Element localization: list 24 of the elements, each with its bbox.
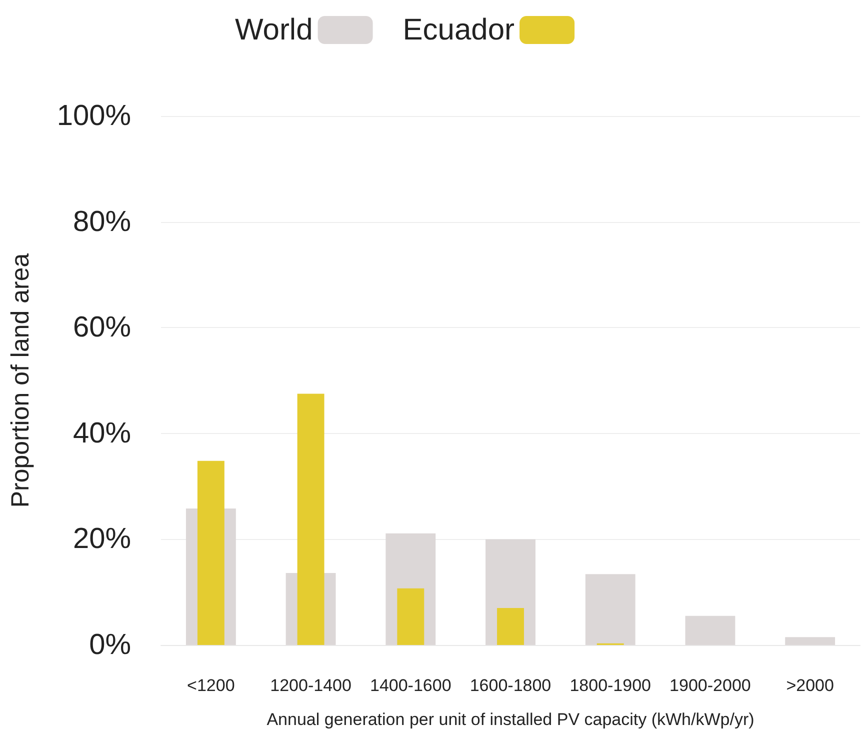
x-tick-label: 1200-1400 bbox=[270, 676, 352, 695]
legend-label: World bbox=[234, 14, 313, 46]
x-tick-label: 1400-1600 bbox=[370, 676, 452, 695]
bar bbox=[785, 637, 836, 645]
y-axis-title: Proportion of land area bbox=[6, 253, 34, 508]
y-tick-label: 100% bbox=[56, 100, 131, 132]
legend-label: Ecuador bbox=[402, 14, 515, 46]
x-tick-label: >2000 bbox=[786, 676, 834, 695]
y-tick-label: 0% bbox=[89, 629, 131, 661]
y-tick-label: 80% bbox=[72, 206, 131, 238]
bar bbox=[297, 394, 324, 645]
bar bbox=[497, 608, 524, 645]
x-tick-label: 1800-1900 bbox=[570, 676, 652, 695]
bar bbox=[585, 574, 636, 645]
bar bbox=[197, 460, 224, 645]
x-tick-label: 1600-1800 bbox=[470, 676, 552, 695]
x-axis-title: Annual generation per unit of installed PV capacity (kWh/kWp/yr) bbox=[266, 710, 754, 729]
y-tick-label: 60% bbox=[72, 312, 131, 344]
y-tick-label: 40% bbox=[72, 417, 131, 450]
bar bbox=[397, 588, 424, 645]
x-tick-label: <1200 bbox=[187, 676, 235, 695]
x-tick-label: 1900-2000 bbox=[670, 676, 751, 695]
y-tick-label: 20% bbox=[72, 523, 131, 556]
bar bbox=[685, 616, 736, 645]
